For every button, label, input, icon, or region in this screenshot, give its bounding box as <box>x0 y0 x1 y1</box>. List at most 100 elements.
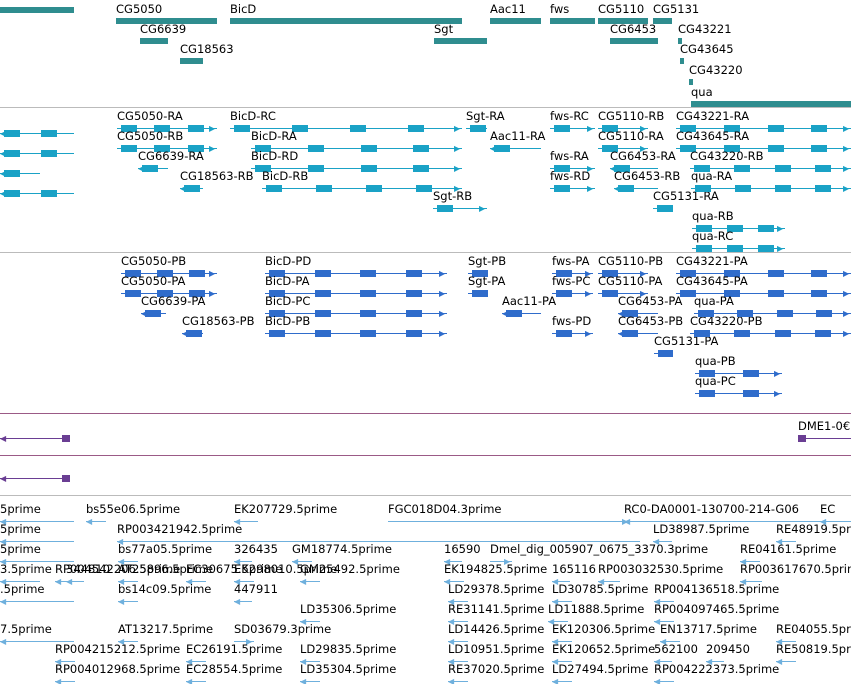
feature-line <box>0 153 74 154</box>
exon-block <box>494 145 510 152</box>
arrow-right-icon: ▶ <box>843 164 849 173</box>
arrow-left-icon: ◀ <box>118 637 124 646</box>
arrow-left-icon: ◀ <box>448 617 454 626</box>
feature-line <box>117 541 640 542</box>
feature-line <box>186 581 206 582</box>
arrow-left-icon: ◀ <box>490 144 496 153</box>
feature-label: RE50819.5prime <box>776 642 851 656</box>
feature-line <box>598 293 648 294</box>
feature-label: 562100 <box>654 642 698 656</box>
gene-glyph[interactable] <box>180 58 203 64</box>
feature-line <box>676 128 851 129</box>
feature-label: Sgt-RB <box>433 189 473 203</box>
feature-label: Dmel_dig_005907_0675_3370.3prime <box>490 542 709 556</box>
feature-label: CG6453-RB <box>614 169 681 183</box>
arrow-left-icon: ◀ <box>0 474 6 483</box>
gene-glyph[interactable] <box>653 18 672 24</box>
feature-line <box>552 333 593 334</box>
exon-block <box>234 125 250 132</box>
exon-block <box>614 165 630 172</box>
feature-label: CG43645-PA <box>676 274 748 288</box>
feature-label: CG43220-PB <box>690 314 763 328</box>
feature-line <box>300 621 320 622</box>
feature-label: CG5050-PA <box>121 274 186 288</box>
feature-line <box>234 521 258 522</box>
track-separator <box>0 107 851 108</box>
feature-label: CG5050 <box>116 2 163 16</box>
arrow-left-icon: ◀ <box>448 677 454 684</box>
exon-block <box>556 330 572 337</box>
feature-label: CG6639 <box>140 22 187 36</box>
gene-glyph[interactable] <box>140 38 168 44</box>
exon-block <box>266 185 282 192</box>
arrow-right-icon: ▶ <box>454 184 460 193</box>
arrow-right-icon: ▶ <box>209 289 215 298</box>
gene-glyph[interactable] <box>610 38 658 44</box>
feature-line <box>776 641 796 642</box>
gene-glyph[interactable] <box>116 18 217 24</box>
arrow-left-icon: ◀ <box>118 557 124 566</box>
arrow-left-icon: ◀ <box>776 637 782 646</box>
feature-label: RP003617670.5prime <box>740 562 851 576</box>
arrow-left-icon: ◀ <box>0 149 6 158</box>
feature-label: RP004012968.5prime <box>55 662 181 676</box>
gene-glyph[interactable] <box>689 79 693 85</box>
feature-label: RP003421942.5prime <box>117 522 243 536</box>
gene-glyph[interactable] <box>680 58 684 64</box>
exon-block <box>742 390 759 397</box>
exon-block <box>154 125 171 132</box>
feature-label: RP004215212.5prime <box>55 642 181 656</box>
feature-line <box>550 188 595 189</box>
arrow-left-icon: ◀ <box>552 677 558 684</box>
exon-block <box>186 330 202 337</box>
gene-glyph[interactable] <box>230 18 462 24</box>
feature-line <box>444 581 464 582</box>
feature-label: EC26191.5prime <box>186 642 283 656</box>
feature-line <box>694 313 851 314</box>
arrow-right-icon: ▶ <box>209 144 215 153</box>
arrow-left-icon: ◀ <box>624 517 630 526</box>
gene-glyph[interactable] <box>550 18 595 24</box>
feature-label: LD27494.5prime <box>552 662 649 676</box>
gene-glyph[interactable] <box>434 38 487 44</box>
feature-label: Aac11-PA <box>502 294 557 308</box>
feature-line <box>0 193 74 194</box>
exon-block <box>307 165 324 172</box>
feature-line <box>490 561 512 562</box>
arrow-left-icon: ◀ <box>300 677 306 684</box>
feature-label: bs14c09.5prime <box>118 582 212 596</box>
feature-line <box>654 621 674 622</box>
exon-block <box>472 270 488 277</box>
insertion-marker <box>62 475 70 482</box>
feature-label: Aac11-RA <box>490 129 546 143</box>
feature-line <box>230 128 462 129</box>
exon-block <box>184 185 200 192</box>
exon-block <box>696 245 712 252</box>
gene-glyph[interactable] <box>691 101 851 107</box>
feature-label: fws-RD <box>550 169 591 183</box>
feature-label: 165116 <box>552 562 596 576</box>
feature-line <box>598 273 648 274</box>
feature-line <box>186 661 206 662</box>
feature-line <box>676 293 851 294</box>
exon-block <box>618 185 634 192</box>
gene-glyph[interactable] <box>0 7 74 13</box>
feature-label: CG18563 <box>180 42 234 56</box>
exon-block <box>350 125 366 132</box>
gene-glyph[interactable] <box>678 38 682 44</box>
gene-glyph[interactable] <box>490 18 541 24</box>
feature-label: CG6453-RA <box>610 149 676 163</box>
feature-label: CG43220-RB <box>690 149 764 163</box>
feature-line <box>695 373 782 374</box>
feature-label: CG43221-PA <box>676 254 748 268</box>
exon-block <box>189 270 205 277</box>
gene-glyph[interactable] <box>598 18 648 24</box>
arrow-left-icon: ◀ <box>448 637 454 646</box>
feature-label: GM25492.5prime <box>300 562 400 576</box>
feature-line <box>676 273 851 274</box>
feature-label: AT13217.5prime <box>118 622 214 636</box>
feature-line <box>798 438 851 439</box>
feature-line <box>265 293 447 294</box>
exon-block <box>307 145 324 152</box>
